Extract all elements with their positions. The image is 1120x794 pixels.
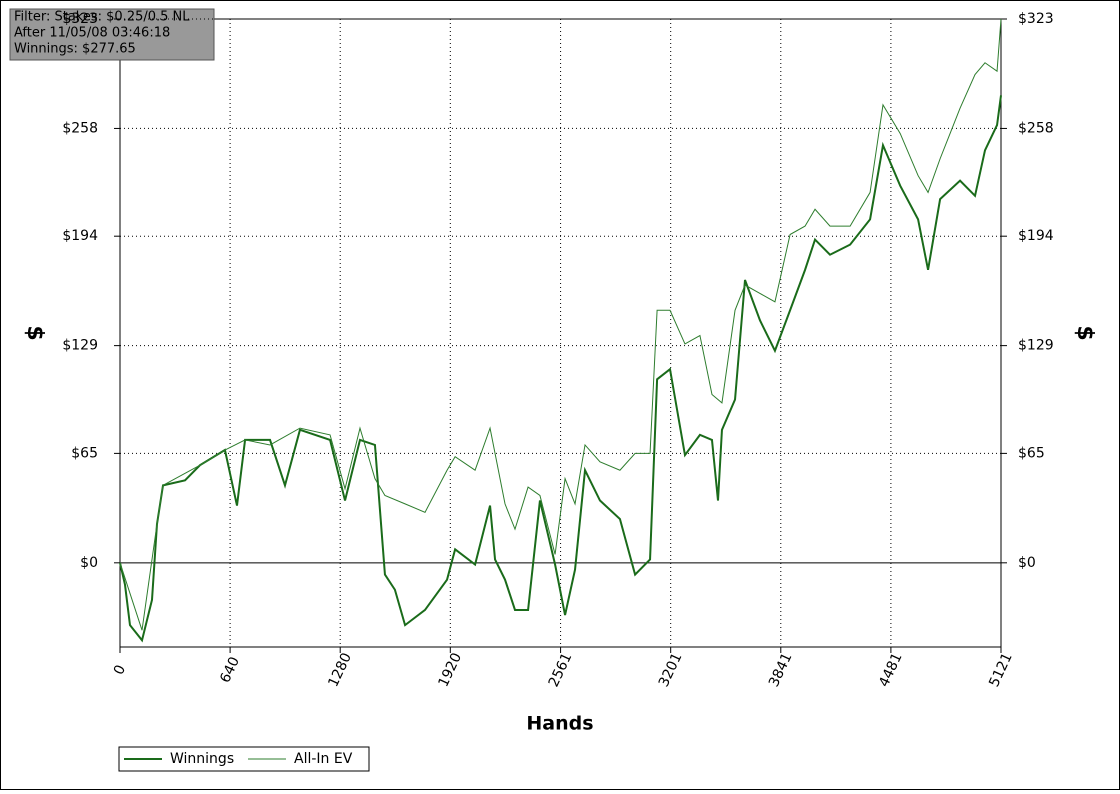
- y-axis-title: $: [22, 325, 47, 340]
- y2-tick-label: $65: [1018, 445, 1045, 461]
- info-box: [9, 8, 215, 61]
- info-line: Filter: Stakes: $0.25/0.5 NL: [14, 10, 190, 25]
- y2-axis-title: $: [1072, 325, 1097, 340]
- plot-area: [119, 18, 1002, 648]
- y-tick-label: $129: [62, 338, 98, 354]
- y-tick-label: $258: [62, 120, 98, 136]
- legend-label: Winnings: [170, 751, 234, 767]
- y2-tick-label: $323: [1018, 11, 1054, 27]
- y-tick-label: $65: [71, 445, 98, 461]
- legend-label: All-In EV: [294, 751, 353, 767]
- y-tick-label: $323: [62, 11, 98, 27]
- y2-tick-label: $129: [1018, 338, 1054, 354]
- info-line: After 11/05/08 03:46:18: [14, 26, 170, 41]
- series-line: [119, 18, 1002, 631]
- y2-tick-label: $258: [1018, 120, 1054, 136]
- x-axis-title: Hands: [526, 713, 593, 735]
- y2-tick-label: $0: [1018, 555, 1036, 571]
- info-line: Winnings: $277.65: [14, 42, 136, 57]
- y2-tick-label: $194: [1018, 228, 1054, 244]
- y-tick-label: $194: [62, 228, 98, 244]
- y-tick-label: $0: [80, 555, 98, 571]
